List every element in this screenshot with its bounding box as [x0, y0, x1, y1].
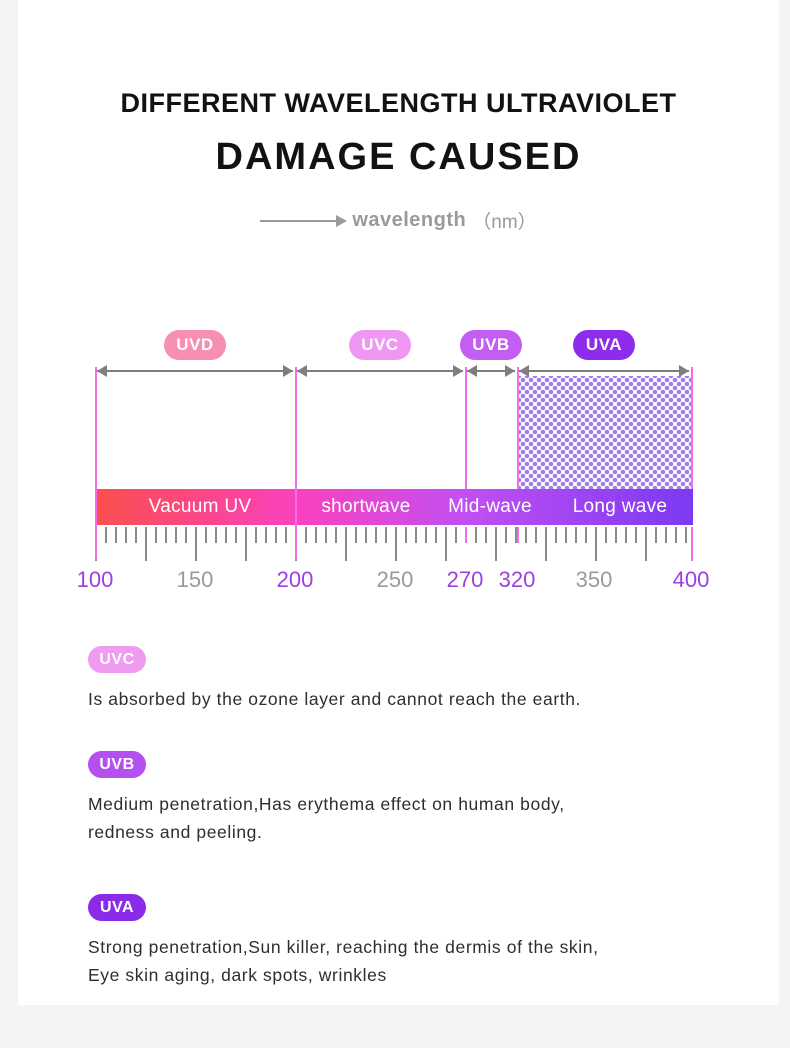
page-title-line1: DIFFERENT WAVELENGTH ULTRAVIOLET: [120, 88, 677, 118]
ruler-pink-tick-400: [691, 527, 693, 561]
ruler-pink-tick-320: [517, 527, 519, 543]
arrowhead-right-icon: [505, 365, 515, 377]
marker-line-400nm: [691, 367, 693, 489]
badge-uva: UVA: [573, 330, 635, 360]
uvb-description-line2: redness and peeling.: [88, 822, 263, 842]
arrowhead-left-icon: [297, 365, 307, 377]
pill-badge-uvc: UVC: [88, 646, 146, 673]
axis-tick-label-270: 270: [446, 567, 484, 592]
wavelength-arrow-line: [260, 214, 348, 227]
uvb-description-line1: Medium penetration,Has erythema effect o…: [88, 794, 565, 814]
badge-uvd: UVD: [164, 330, 226, 360]
marker-line-320nm: [517, 367, 519, 489]
wavelength-unit: （nm）: [472, 212, 537, 233]
band-name-shortwave: shortwave: [321, 496, 411, 517]
marker-line-270nm: [465, 367, 467, 489]
section-uvb: UVB Medium penetration,Has erythema effe…: [88, 751, 779, 846]
uv-spectrum-diagram: UVD UVC UVB UVA Vacuum UV: [18, 314, 779, 606]
band-name-vacuum-uv: Vacuum UV: [148, 496, 252, 517]
spectrum-gradient-bar: Vacuum UV shortwave Mid-wave Long wave: [95, 489, 693, 525]
range-arrow-uvc: [297, 365, 463, 377]
band-name-mid-wave: Mid-wave: [448, 496, 532, 517]
uva-description-line2: Eye skin aging, dark spots, wrinkles: [88, 965, 387, 985]
marker-line-100nm: [95, 367, 97, 559]
uva-description-line1: Strong penetration,Sun killer, reaching …: [88, 937, 599, 957]
axis-tick-label-320: 320: [498, 567, 536, 592]
arrowhead-right-icon: [679, 365, 689, 377]
arrowhead-left-icon: [97, 365, 107, 377]
uvc-description-line1: Is absorbed by the ozone layer and canno…: [88, 689, 582, 709]
arrow-right-icon: [336, 214, 348, 227]
axis-tick-label-350: 350: [575, 567, 613, 592]
wavelength-label: wavelength: [352, 209, 467, 231]
ruler-pink-tick-270: [465, 527, 467, 543]
range-arrow-uvb: [467, 365, 515, 377]
pill-badge-uva: UVA: [88, 894, 146, 921]
page-title-line2: DAMAGE CAUSED: [215, 136, 582, 178]
axis-tick-label-250: 250: [376, 567, 414, 592]
marker-line-200nm: [295, 367, 297, 559]
pill-badge-uvb: UVB: [88, 751, 146, 778]
axis-tick-label-150: 150: [176, 567, 214, 592]
axis-tick-label-400: 400: [672, 567, 710, 592]
uva-dotted-region: [519, 376, 691, 489]
ruler-minor-ticks: [95, 527, 695, 543]
wavelength-axis-caption: wavelength （nm）: [18, 207, 779, 234]
section-uvc: UVC Is absorbed by the ozone layer and c…: [88, 646, 779, 713]
arrowhead-right-icon: [283, 365, 293, 377]
band-name-long-wave: Long wave: [572, 496, 668, 517]
arrowhead-left-icon: [519, 365, 529, 377]
axis-tick-label-200: 200: [276, 567, 314, 592]
arrowhead-right-icon: [453, 365, 463, 377]
range-arrow-uva: [519, 365, 689, 377]
arrowhead-left-icon: [467, 365, 477, 377]
infographic-card: DIFFERENT WAVELENGTH ULTRAVIOLET DAMAGE …: [18, 0, 779, 1005]
badge-uvb: UVB: [460, 330, 522, 360]
range-arrow-uvd: [97, 365, 293, 377]
section-uva: UVA Strong penetration,Sun killer, reach…: [88, 894, 779, 989]
badge-uvc: UVC: [349, 330, 411, 360]
axis-tick-label-100: 100: [76, 567, 114, 592]
